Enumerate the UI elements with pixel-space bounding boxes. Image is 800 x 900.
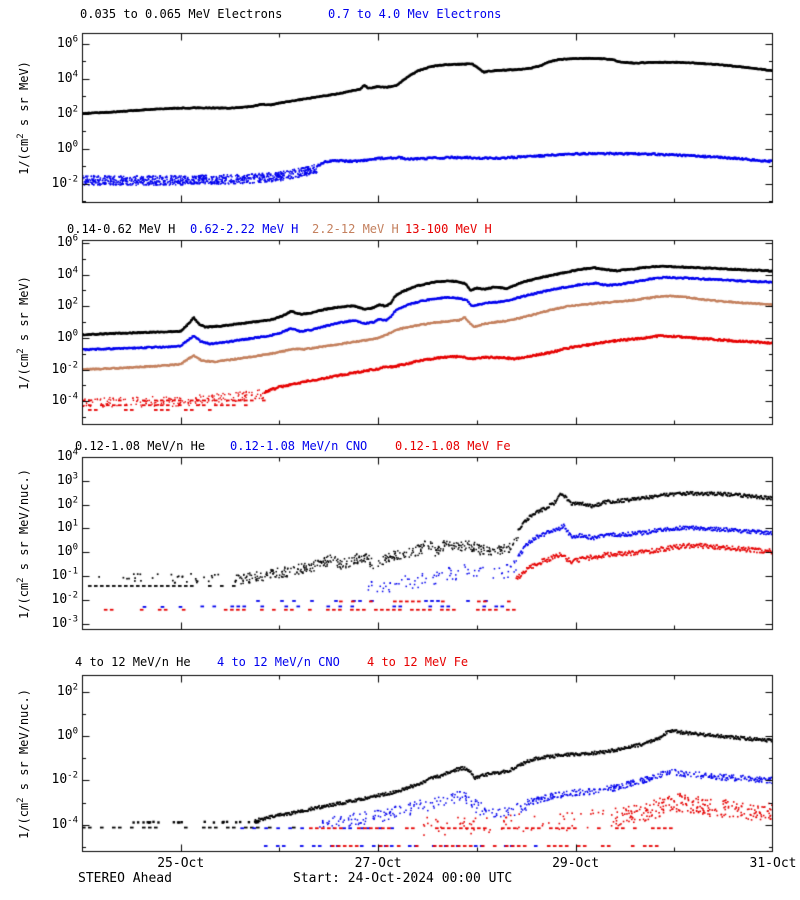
plot-figure: STEREO Ahead Start: 24-Oct-2024 00:00 UT… <box>0 0 800 900</box>
sep-flux-chart-canvas <box>0 0 800 900</box>
